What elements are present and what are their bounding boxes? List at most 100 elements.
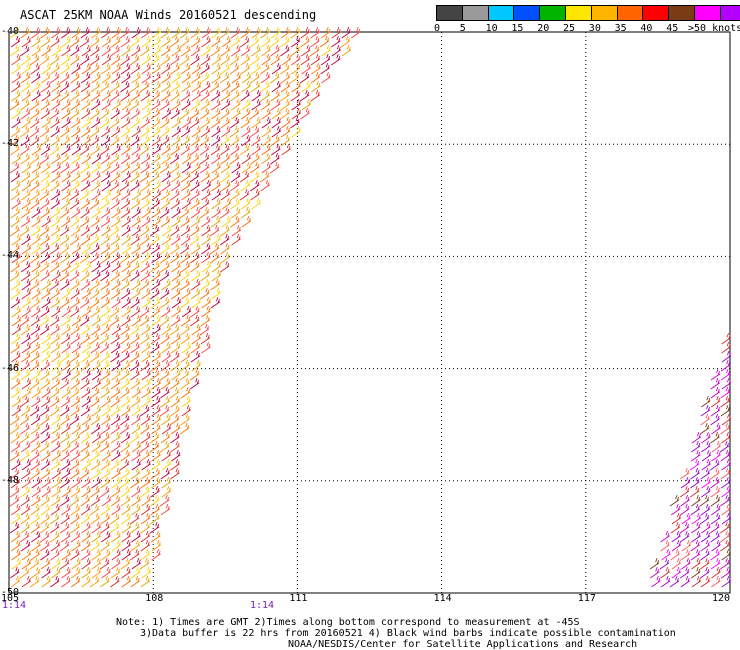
wind-barb	[20, 485, 31, 498]
wind-barb	[129, 53, 140, 66]
wind-barb	[101, 314, 111, 327]
wind-barb	[100, 233, 111, 246]
wind-barb	[190, 215, 201, 228]
wind-barb	[90, 35, 100, 48]
wind-barb	[81, 152, 92, 165]
wind-barb	[151, 71, 161, 84]
wind-barb	[71, 80, 81, 93]
wind-barb	[51, 305, 61, 318]
legend-swatch	[540, 6, 566, 20]
wind-barb	[91, 152, 102, 165]
wind-barb	[111, 485, 121, 498]
wind-barb	[111, 440, 121, 453]
wind-barb	[70, 359, 80, 372]
wind-barb	[720, 404, 731, 417]
wind-barb	[720, 521, 730, 534]
wind-barb	[20, 359, 30, 372]
wind-barb	[191, 323, 201, 336]
x-tick-label: 114	[433, 593, 452, 604]
wind-barb	[180, 278, 190, 291]
wind-barb	[120, 557, 131, 570]
wind-barb	[31, 260, 41, 273]
wind-barb	[81, 305, 92, 318]
wind-barb	[710, 485, 721, 498]
wind-barb	[60, 197, 71, 210]
wind-barb	[261, 107, 272, 120]
wind-barb	[20, 368, 31, 381]
wind-barb	[130, 350, 140, 363]
wind-barb	[110, 251, 121, 264]
wind-barb	[691, 494, 701, 507]
wind-barb	[150, 260, 160, 273]
wind-barb	[40, 305, 50, 318]
wind-barb	[691, 521, 701, 534]
wind-barb	[300, 35, 310, 48]
wind-barb	[229, 53, 240, 66]
wind-barb	[29, 170, 40, 183]
wind-barb	[160, 251, 170, 264]
wind-barb	[70, 260, 80, 273]
wind-barb	[721, 377, 732, 390]
wind-barb	[21, 458, 32, 471]
wind-barb	[140, 161, 151, 174]
wind-barb	[61, 566, 71, 579]
wind-barb	[720, 539, 730, 552]
wind-barb	[21, 242, 32, 255]
wind-barb	[120, 386, 130, 399]
wind-barb	[31, 71, 41, 84]
wind-barb	[180, 386, 191, 399]
wind-barb	[121, 170, 132, 183]
wind-barb	[10, 377, 21, 390]
wind-barb	[191, 89, 202, 102]
wind-barb	[251, 197, 261, 210]
wind-barb	[241, 80, 251, 93]
wind-barb	[270, 89, 281, 102]
wind-barb	[71, 143, 82, 156]
legend-label: 5	[459, 23, 466, 34]
wind-barb	[50, 125, 60, 138]
wind-barb	[271, 98, 281, 111]
wind-barb	[10, 143, 20, 156]
wind-barb	[651, 575, 661, 588]
wind-barb	[40, 98, 51, 111]
wind-barb	[10, 188, 21, 201]
wind-barb	[180, 377, 190, 390]
wind-barb	[259, 170, 270, 183]
wind-barb	[331, 35, 341, 48]
wind-barb	[159, 494, 170, 507]
wind-barb	[40, 35, 51, 48]
wind-barb	[109, 305, 120, 318]
wind-barb	[160, 125, 170, 138]
wind-barb	[179, 242, 190, 255]
wind-barb	[100, 152, 111, 165]
wind-barb	[89, 332, 100, 345]
wind-barb	[41, 485, 52, 498]
wind-barb	[11, 314, 22, 327]
wind-barb	[131, 242, 141, 255]
wind-barb	[130, 395, 141, 408]
wind-barb	[80, 440, 90, 453]
wind-barb	[119, 26, 130, 39]
wind-barb	[70, 467, 80, 480]
wind-barb	[10, 566, 20, 579]
wind-barb	[230, 89, 240, 102]
wind-barb	[101, 53, 112, 66]
wind-barb	[280, 80, 291, 93]
wind-barb	[241, 98, 251, 111]
wind-barb	[700, 503, 711, 516]
wind-barb	[150, 233, 160, 246]
wind-barb	[30, 449, 40, 462]
time-label: 1:14	[250, 600, 275, 611]
wind-barb	[160, 188, 171, 201]
wind-barb	[49, 71, 60, 84]
wind-barb	[140, 269, 151, 282]
wind-barb	[51, 170, 61, 183]
wind-barb	[91, 377, 102, 390]
wind-barb	[149, 440, 160, 453]
wind-barb	[151, 530, 161, 543]
wind-barb	[151, 449, 161, 462]
wind-barb	[291, 80, 301, 93]
wind-barb	[169, 323, 180, 336]
wind-barb	[61, 530, 71, 543]
wind-barb	[221, 35, 232, 48]
